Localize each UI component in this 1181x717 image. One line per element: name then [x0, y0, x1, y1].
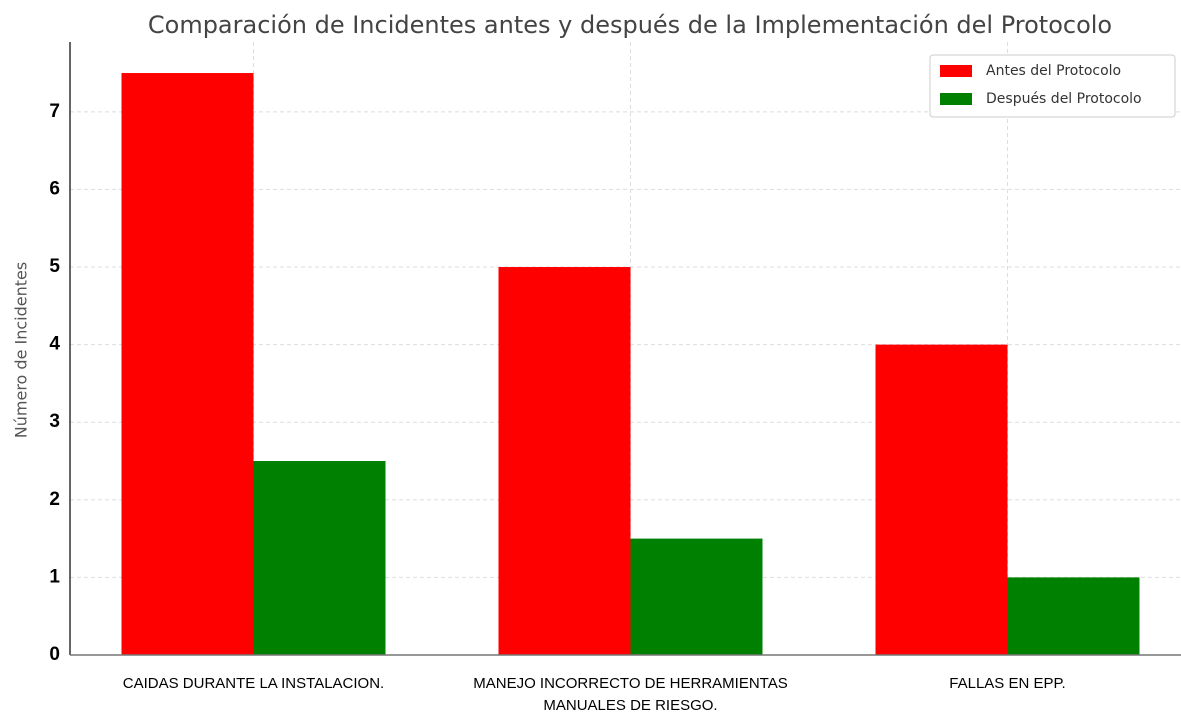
bar [121, 73, 254, 656]
x-tick-label: CAIDAS DURANTE LA INSTALACION. [122, 675, 385, 692]
legend-swatch [940, 93, 972, 105]
legend-swatch [940, 65, 972, 77]
y-tick-label: 3 [49, 411, 60, 432]
x-tick-label: MANEJO INCORRECTO DE HERRAMIENTAS MANUAL… [473, 675, 788, 714]
y-tick-label: 0 [49, 644, 60, 665]
y-tick-label: 2 [49, 489, 60, 510]
y-tick-label: 1 [49, 566, 60, 587]
bar [253, 461, 386, 655]
bar [875, 344, 1008, 655]
y-tick-label: 5 [49, 256, 60, 277]
bar [1007, 577, 1140, 655]
y-tick-label: 6 [49, 178, 60, 199]
chart-title: Comparación de Incidentes antes y despué… [148, 11, 1112, 39]
legend-box [929, 54, 1176, 118]
legend-label: Después del Protocolo [986, 91, 1142, 107]
y-axis-label: Número de Incidentes [12, 262, 31, 438]
bar [498, 267, 631, 655]
x-tick-label: FALLAS EN EPP. [949, 675, 1066, 692]
bar [630, 538, 763, 655]
y-tick-label: 7 [49, 101, 60, 122]
y-tick-label: 4 [49, 334, 60, 355]
legend-label: Antes del Protocolo [986, 63, 1121, 79]
